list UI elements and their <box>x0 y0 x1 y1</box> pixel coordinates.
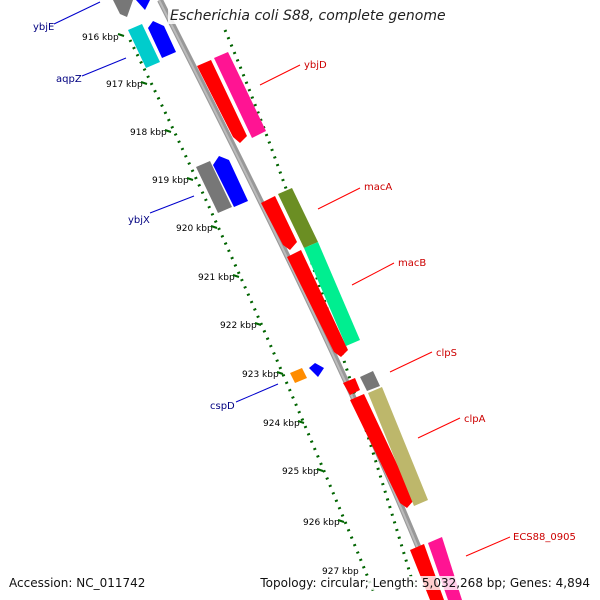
tick-label: 920 kbp <box>176 224 213 234</box>
gene-ybjX[interactable] <box>196 161 232 213</box>
gene-label-macA[interactable]: macA <box>364 182 392 193</box>
gene-clpA[interactable] <box>368 387 428 506</box>
tick-label: 922 kbp <box>220 321 257 331</box>
gene-macA[interactable] <box>278 188 318 248</box>
gene-label-aqpZ[interactable]: aqpZ <box>56 74 82 85</box>
gene-label-cspD[interactable]: cspD <box>210 401 235 412</box>
gene-label-clpS[interactable]: clpS <box>436 348 457 359</box>
cds-clpS[interactable] <box>343 378 360 395</box>
genome-title: Escherichia coli S88, complete genome <box>168 8 448 24</box>
cds-macA[interactable] <box>261 196 297 250</box>
tick-labels: 916 kbp 917 kbp 918 kbp 919 kbp 920 kbp … <box>82 33 359 577</box>
reverse-genes <box>113 0 324 383</box>
map-band <box>105 0 480 600</box>
gene-label-macB[interactable]: macB <box>398 258 426 269</box>
accession-label: Accession: NC_011742 <box>9 576 146 590</box>
genome-summary: Topology: circular; Length: 5,032,268 bp… <box>260 576 590 590</box>
gene-clpS[interactable] <box>360 371 380 391</box>
tick-marks <box>117 33 345 523</box>
gene-ybjE[interactable] <box>113 0 133 17</box>
cds-ybjE[interactable] <box>136 0 150 10</box>
tick-label: 921 kbp <box>198 273 235 283</box>
tick-label: 923 kbp <box>242 370 279 380</box>
gene-label-ybjX[interactable]: ybjX <box>128 215 150 226</box>
gene-cspD[interactable] <box>290 368 307 383</box>
cds-aqpZ[interactable] <box>148 21 176 58</box>
tick-label: 919 kbp <box>152 176 189 186</box>
gene-label-ybjE[interactable]: ybjE <box>33 22 54 33</box>
gene-label-ECS88_0905[interactable]: ECS88_0905 <box>513 532 576 543</box>
tick-label: 918 kbp <box>130 128 167 138</box>
gene-ybjD[interactable] <box>214 52 266 138</box>
forward-genes <box>197 52 462 600</box>
gene-aqpZ[interactable] <box>128 24 160 68</box>
gene-label-clpA[interactable]: clpA <box>464 414 486 425</box>
tick-label: 925 kbp <box>282 467 319 477</box>
cds-ybjD[interactable] <box>197 60 247 143</box>
cds-macB[interactable] <box>287 250 348 357</box>
cds-clpA[interactable] <box>350 394 414 508</box>
forward-gene-labels: ybjD macA macB clpS clpA ECS88_0905 <box>259 60 576 557</box>
gene-label-ybjD[interactable]: ybjD <box>304 60 327 71</box>
tick-label: 927 kbp <box>322 567 359 577</box>
cds-cspD[interactable] <box>309 363 324 377</box>
cds-ybjX[interactable] <box>213 156 248 207</box>
tick-label: 916 kbp <box>82 33 119 43</box>
tick-label: 917 kbp <box>106 80 143 90</box>
tick-label: 926 kbp <box>303 518 340 528</box>
gene-macB[interactable] <box>304 242 360 346</box>
tick-label: 924 kbp <box>263 419 300 429</box>
reverse-gene-labels: ybjE aqpZ ybjX cspD <box>33 1 279 412</box>
